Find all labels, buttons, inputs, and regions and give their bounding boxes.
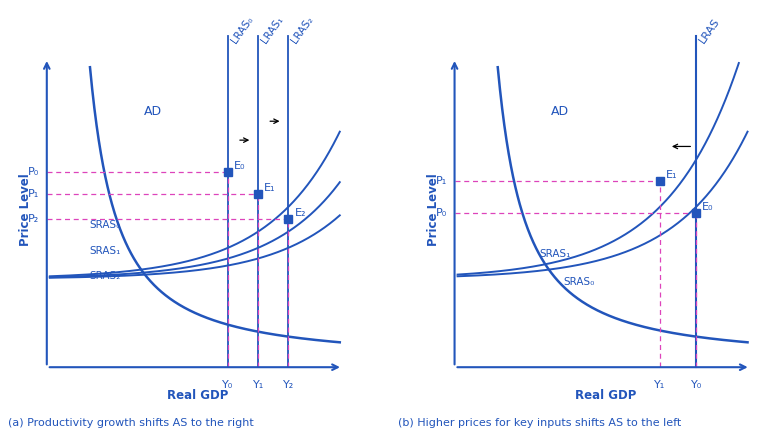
Text: (b) Higher prices for key inputs shifts AS to the left: (b) Higher prices for key inputs shifts …	[398, 418, 681, 428]
Text: LRAS₁: LRAS₁	[260, 15, 285, 45]
Text: P₁: P₁	[28, 189, 39, 199]
Text: SRAS₀: SRAS₀	[563, 277, 594, 287]
Text: Y₀: Y₀	[222, 380, 234, 390]
Text: SRAS₁: SRAS₁	[539, 249, 570, 259]
Text: LRAS: LRAS	[697, 17, 722, 45]
Text: Y₀: Y₀	[690, 380, 702, 390]
Text: AD: AD	[144, 105, 161, 118]
Text: AD: AD	[551, 105, 569, 118]
Text: E₁: E₁	[264, 183, 276, 193]
Text: Real GDP: Real GDP	[575, 389, 636, 402]
Text: SRAS₂: SRAS₂	[89, 271, 120, 281]
Text: SRAS₁: SRAS₁	[89, 246, 120, 256]
Text: Y₁: Y₁	[654, 380, 665, 390]
Text: Y₂: Y₂	[283, 380, 294, 390]
Text: E₁: E₁	[666, 170, 678, 180]
Text: P₂: P₂	[28, 214, 39, 224]
Text: LRAS₀: LRAS₀	[229, 15, 255, 45]
Text: E₀: E₀	[702, 201, 714, 212]
Text: Price Level: Price Level	[427, 173, 440, 246]
Text: P₀: P₀	[436, 208, 447, 218]
Text: E₀: E₀	[234, 161, 246, 171]
Text: (a) Productivity growth shifts AS to the right: (a) Productivity growth shifts AS to the…	[8, 418, 254, 428]
Text: LRAS₂: LRAS₂	[290, 15, 316, 45]
Text: SRAS₀: SRAS₀	[89, 220, 120, 230]
Text: P₁: P₁	[436, 176, 447, 186]
Text: Price Level: Price Level	[20, 173, 32, 246]
Text: Y₁: Y₁	[253, 380, 264, 390]
Text: E₂: E₂	[295, 208, 306, 218]
Text: Real GDP: Real GDP	[167, 389, 229, 402]
Text: P₀: P₀	[28, 167, 39, 177]
